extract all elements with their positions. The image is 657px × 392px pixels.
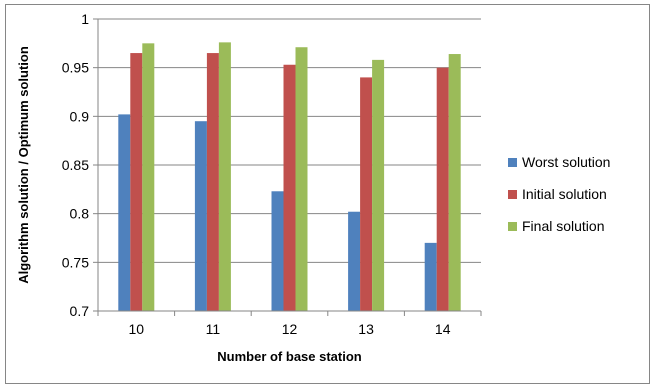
bar-chart: 0.7 0.75 0.8 0.85 0.9 0.95 1 10 11 12 13 14 Number… [16,11,610,364]
bar-initial-solution [130,53,143,312]
axes [97,19,482,316]
x-tick-label: 10 [129,321,145,337]
bar-final-solution [448,54,461,311]
bar-initial-solution [206,53,219,312]
bar-initial-solution [283,64,296,311]
y-tick-label: 0.9 [70,108,90,124]
legend-swatch [508,190,517,199]
y-tick-labels: 0.7 0.75 0.8 0.85 0.9 0.95 1 [62,11,89,319]
bar-initial-solution [436,67,449,311]
y-tick-label: 0.7 [70,303,90,319]
bars [118,42,461,312]
chart-frame: 0.7 0.75 0.8 0.85 0.9 0.95 1 10 11 12 13 14 Number… [5,4,650,384]
bar-worst-solution [348,211,361,311]
x-axis-title: Number of base station [217,349,362,364]
x-tick-label: 12 [282,321,298,337]
y-tick-label: 0.8 [70,206,90,222]
bar-worst-solution [424,242,437,311]
bar-final-solution [142,43,155,311]
y-tick-label: 0.85 [62,157,89,173]
bar-final-solution [372,59,385,311]
bar-final-solution [295,47,308,312]
bar-worst-solution [118,114,131,312]
legend-swatch [508,158,517,167]
x-tick-labels: 10 11 12 13 14 [129,321,451,337]
y-tick-label: 0.75 [62,254,89,270]
bar-worst-solution [194,121,207,311]
legend-swatch [508,222,517,231]
y-tick-label: 1 [81,11,89,27]
legend: Worst solution Initial solution Final solu… [508,154,610,234]
x-tick-label: 11 [206,321,221,337]
x-tick-label: 14 [435,321,451,337]
x-tick-label: 13 [358,321,374,337]
bar-worst-solution [271,191,284,311]
legend-label: Initial solution [522,186,607,202]
bar-final-solution [218,42,231,312]
y-axis-title: Algorithm solution / Optimum solution [16,46,31,284]
legend-label: Worst solution [522,154,610,170]
bar-initial-solution [360,77,373,312]
legend-label: Final solution [522,218,605,234]
y-tick-label: 0.95 [62,60,89,76]
